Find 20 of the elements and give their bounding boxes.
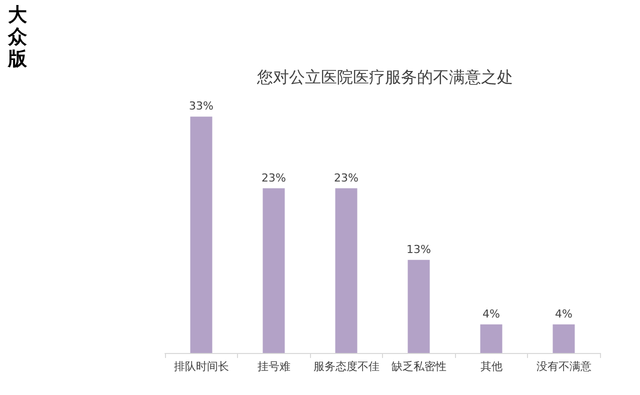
data-label: 4% [482,307,500,320]
data-label: 23% [334,171,358,184]
x-tick-label: 缺乏私密性 [391,360,446,373]
bar [335,188,358,353]
data-label: 33% [189,100,214,113]
x-tick-label: 服务态度不佳 [313,360,380,373]
x-tick-label: 没有不满意 [536,360,592,373]
bar [480,324,502,353]
data-label: 23% [262,171,286,184]
bar [190,116,212,353]
bar [262,188,285,353]
x-tick-label: 挂号难 [257,360,290,373]
x-tick-label: 其他 [480,360,502,373]
data-label: 4% [555,307,572,320]
chart-title: 您对公立医院医疗服务的不满意之处 [256,68,513,86]
bar [552,324,575,353]
bar [408,260,430,353]
data-label: 13% [406,242,431,256]
text: 大众版 [8,4,28,70]
x-tick-label: 排队时间长 [174,360,229,373]
